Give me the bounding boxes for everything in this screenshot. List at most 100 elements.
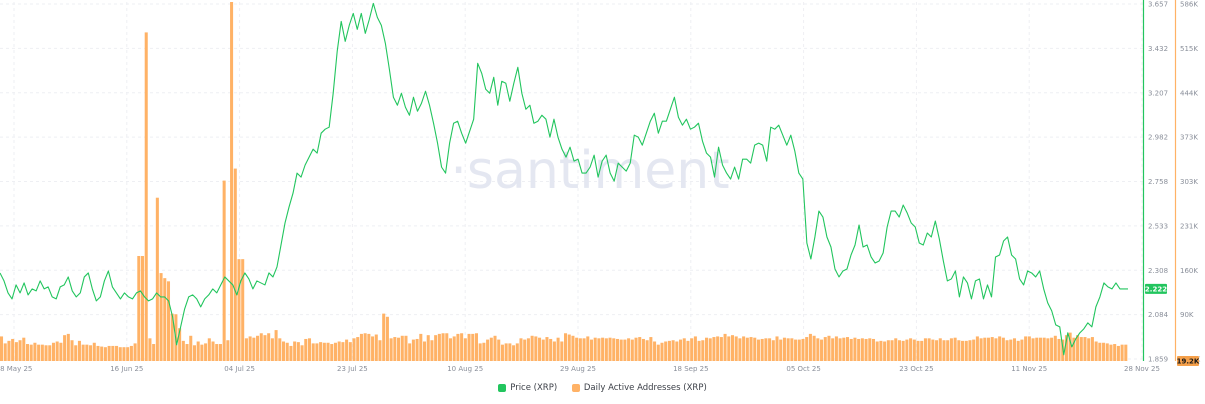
address-bar xyxy=(790,338,794,361)
address-bar xyxy=(875,341,879,361)
address-bar xyxy=(504,343,508,361)
address-bar xyxy=(604,338,608,361)
address-bar xyxy=(660,342,664,361)
address-bar xyxy=(1024,336,1028,361)
address-bar xyxy=(608,337,612,361)
address-bar xyxy=(682,338,686,361)
address-bar xyxy=(615,338,619,361)
x-tick-label: 04 Jul 25 xyxy=(224,365,255,373)
address-bar xyxy=(538,337,542,361)
address-bar xyxy=(63,335,67,361)
address-bar xyxy=(1001,337,1005,361)
address-bar xyxy=(296,342,300,361)
address-bar xyxy=(905,339,909,361)
address-bar xyxy=(897,340,901,361)
address-bar xyxy=(627,338,631,361)
address-bar xyxy=(519,338,523,361)
address-tick-label: 231K xyxy=(1180,222,1198,230)
address-bar xyxy=(181,340,185,361)
address-bar xyxy=(159,273,163,361)
axis-layer: 3.657 586K 3.432 515K 3.207 444K 2.982 373K 2.75… xyxy=(0,0,1201,373)
address-bar xyxy=(252,337,256,361)
address-bar xyxy=(1046,338,1050,361)
address-bar xyxy=(204,343,208,361)
address-bar xyxy=(653,341,657,361)
address-bar xyxy=(345,339,349,361)
address-bar xyxy=(868,338,872,361)
address-bar xyxy=(942,340,946,361)
address-bar xyxy=(1116,345,1120,361)
address-bar xyxy=(920,340,924,361)
legend-item-addresses[interactable]: Daily Active Addresses (XRP) xyxy=(571,383,707,393)
address-bar xyxy=(1113,344,1117,361)
address-bar xyxy=(1038,337,1042,361)
address-bar xyxy=(185,344,189,361)
address-bar xyxy=(768,338,772,361)
address-bar xyxy=(961,340,965,361)
address-bar xyxy=(964,340,968,361)
address-bar xyxy=(434,335,438,361)
address-bar xyxy=(779,339,783,361)
address-bar xyxy=(760,338,764,361)
address-bar xyxy=(935,340,939,361)
price-line xyxy=(0,2,1128,356)
address-bar xyxy=(397,337,401,361)
address-bar xyxy=(593,337,597,361)
address-bar xyxy=(1079,337,1083,361)
address-bar xyxy=(582,338,586,361)
address-bar xyxy=(571,335,575,361)
address-bar xyxy=(712,337,716,361)
address-bar xyxy=(285,342,289,361)
address-bar xyxy=(311,343,315,361)
address-bar xyxy=(1087,338,1091,361)
address-bar xyxy=(931,339,935,361)
address-bar xyxy=(445,333,449,361)
address-bar xyxy=(990,337,994,361)
address-bar xyxy=(727,336,731,361)
address-bar xyxy=(126,347,130,361)
address-bar xyxy=(630,339,634,361)
address-bar xyxy=(679,339,683,361)
x-tick-label: 28 May 25 xyxy=(0,365,32,373)
address-bar xyxy=(207,338,211,361)
address-bar xyxy=(137,255,141,361)
legend-label-price: Price (XRP) xyxy=(510,383,558,393)
address-bar xyxy=(441,333,445,361)
x-tick-label: 16 Jun 25 xyxy=(110,365,143,373)
address-bar xyxy=(226,340,230,361)
address-bar xyxy=(348,342,352,361)
address-bar xyxy=(586,336,590,361)
address-bar xyxy=(901,340,905,361)
address-bar xyxy=(1083,337,1087,361)
address-bar xyxy=(879,340,883,361)
address-bar xyxy=(1016,340,1020,361)
address-bar xyxy=(560,341,564,361)
address-bar xyxy=(341,342,345,361)
address-bar xyxy=(37,344,41,361)
address-bar xyxy=(775,336,779,361)
address-tick-label: 373K xyxy=(1180,134,1198,142)
address-bar xyxy=(7,340,11,361)
address-bar xyxy=(437,333,441,361)
address-bar xyxy=(244,338,248,361)
address-bar xyxy=(196,341,200,361)
address-bar xyxy=(812,335,816,361)
address-bar xyxy=(278,338,282,361)
address-bar xyxy=(1053,335,1057,361)
address-bar xyxy=(333,342,337,361)
address-bar xyxy=(393,337,397,361)
current-price-label: 2.222 xyxy=(1145,285,1167,293)
address-bar xyxy=(315,343,319,361)
price-tick-label: 2.308 xyxy=(1148,267,1168,275)
address-bar xyxy=(0,336,4,361)
address-bar xyxy=(890,340,894,361)
address-bar xyxy=(957,340,961,361)
address-bar xyxy=(701,340,705,361)
address-bar xyxy=(1050,337,1054,361)
address-bar xyxy=(118,347,122,361)
address-bar xyxy=(968,340,972,361)
x-tick-label: 18 Sep 25 xyxy=(673,365,708,373)
legend-item-price[interactable]: Price (XRP) xyxy=(498,383,557,393)
